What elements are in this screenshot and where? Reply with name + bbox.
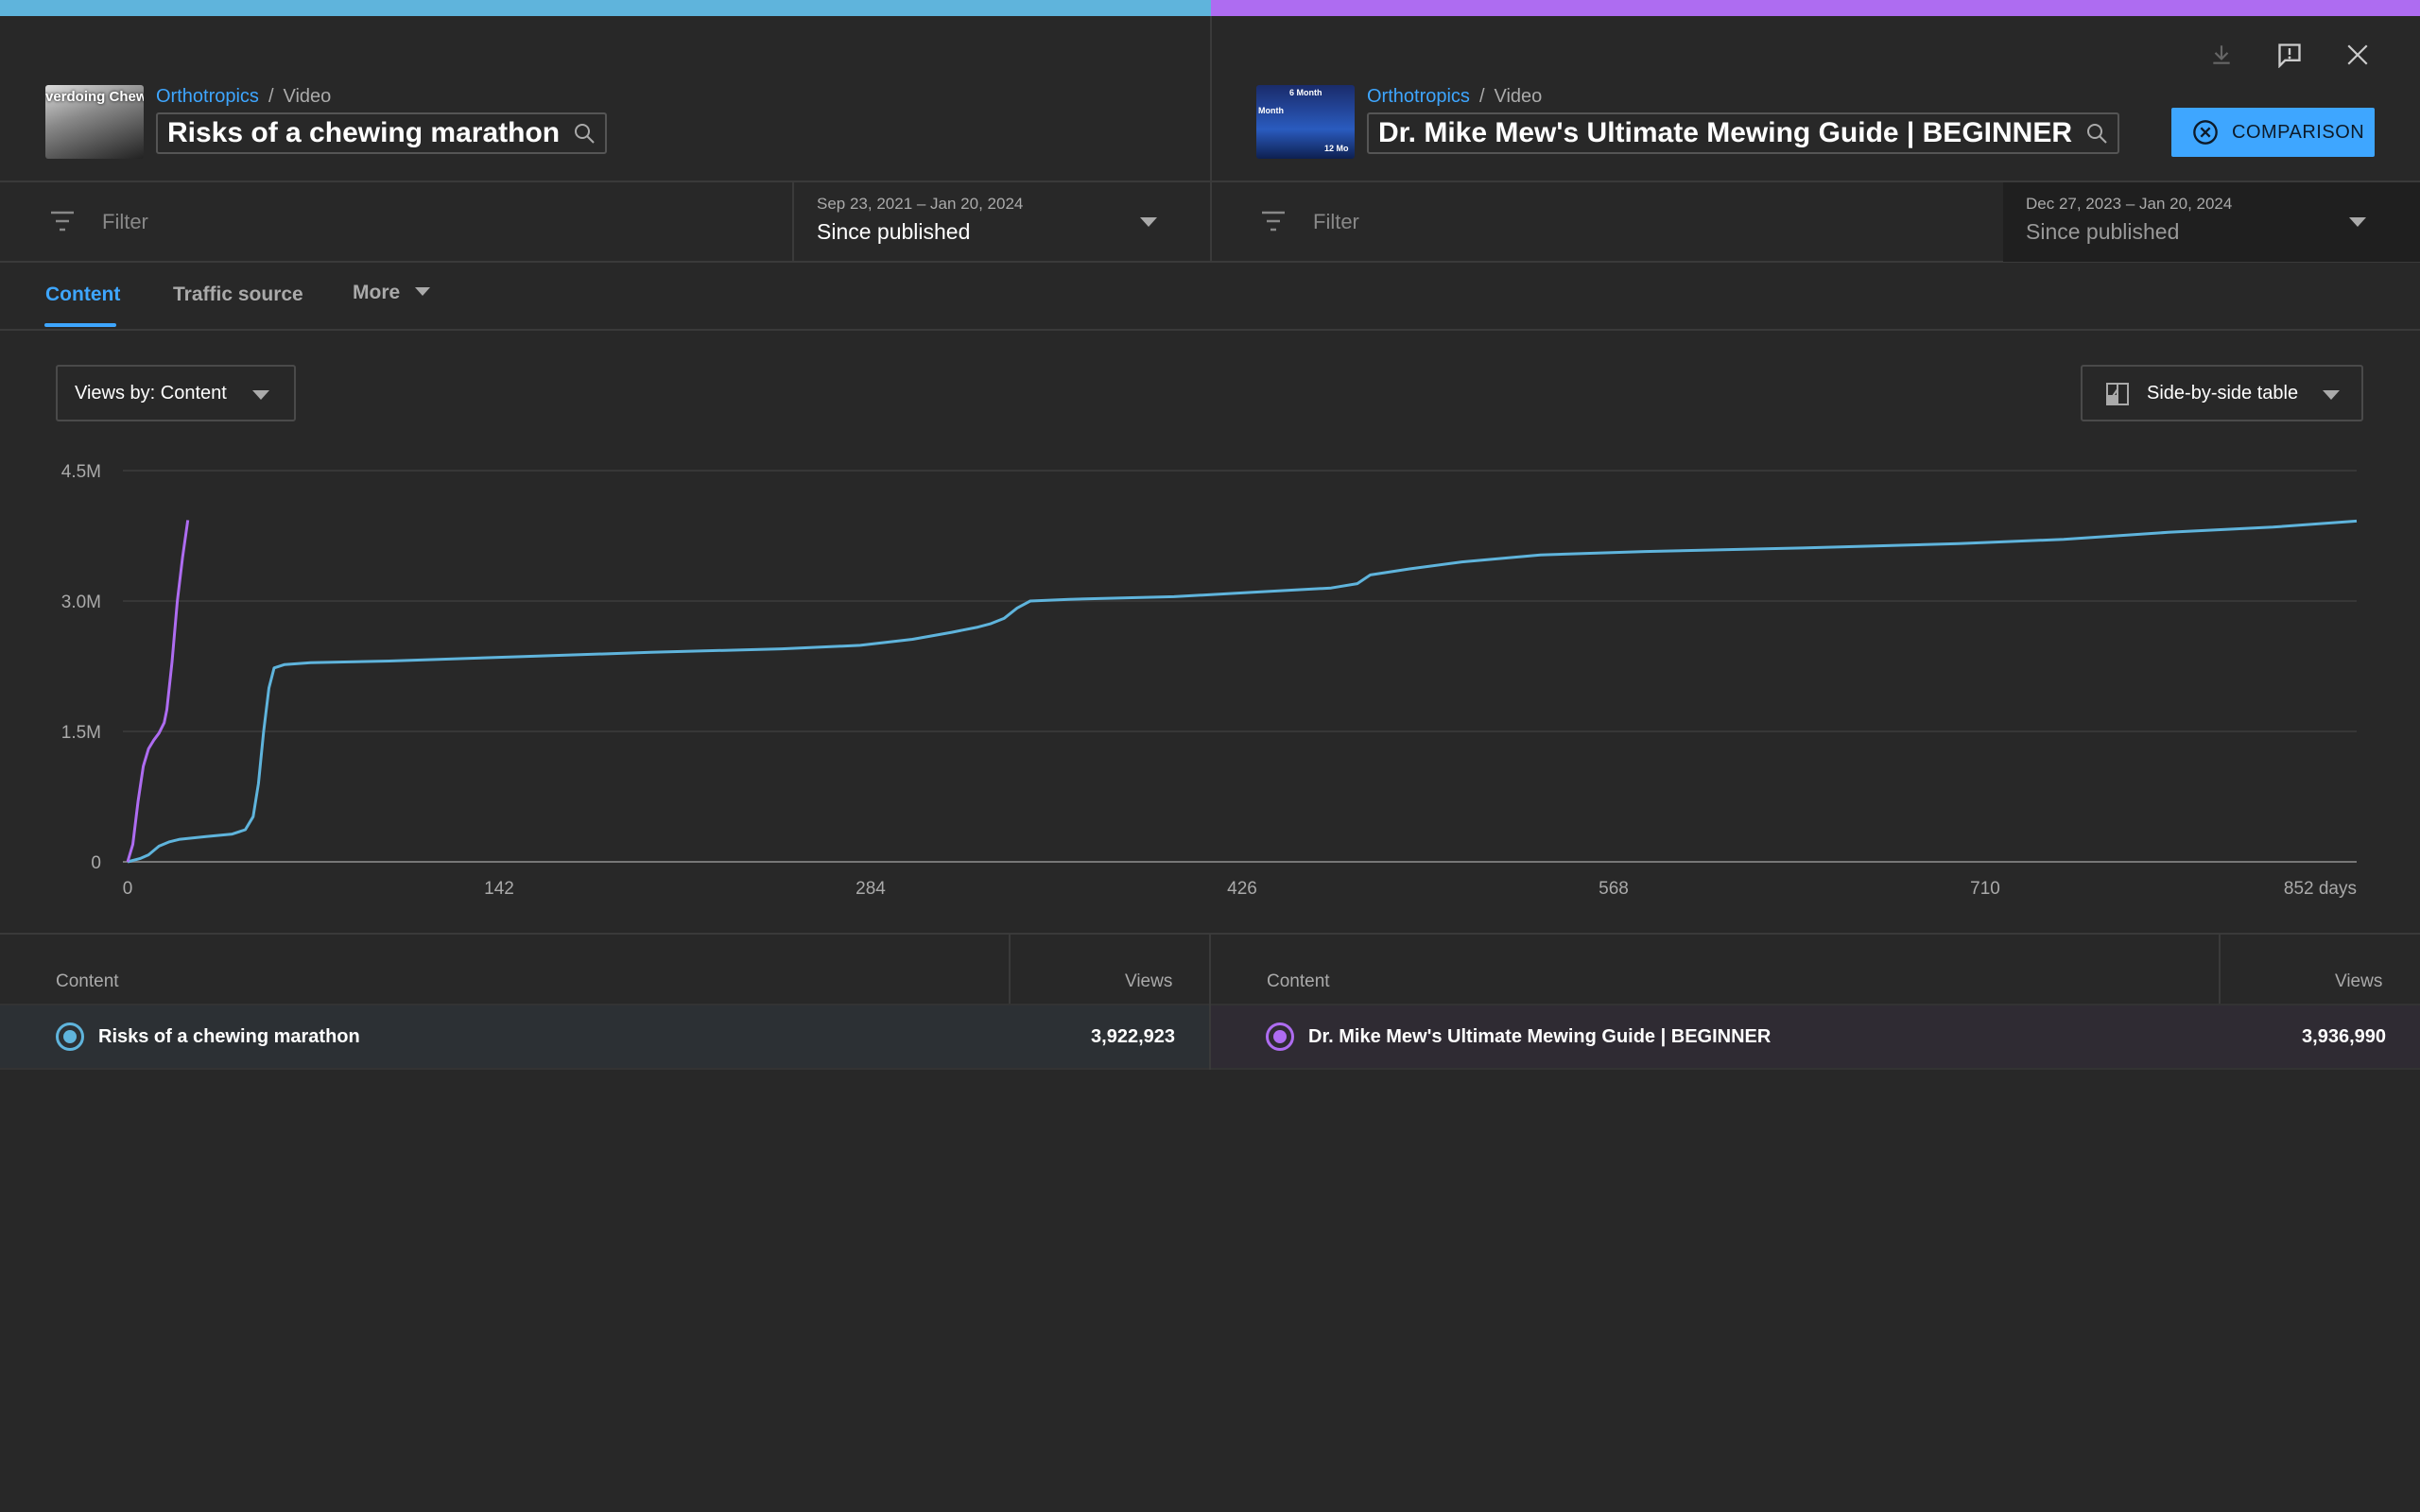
divider	[0, 329, 2420, 331]
divider	[0, 180, 2420, 182]
right-filter-input[interactable]: Filter	[1313, 210, 1359, 233]
left-accent-bar	[0, 0, 1211, 16]
search-icon	[575, 124, 595, 144]
column-divider	[2219, 934, 2221, 1070]
left-filter-input[interactable]: Filter	[102, 210, 148, 233]
thumbnail-text: 6 Month	[1289, 88, 1322, 97]
views-by-label: Views by: Content	[75, 382, 227, 404]
column-header-views[interactable]: Views	[2335, 971, 2383, 991]
right-breadcrumb: Orthotropics / Video	[1367, 86, 1543, 107]
filter-icon	[51, 211, 74, 232]
download-icon	[2213, 45, 2230, 64]
download-button[interactable]	[2201, 34, 2242, 76]
tab-bar: Content Traffic source More	[0, 265, 2420, 329]
chevron-down-icon	[2323, 390, 2340, 400]
content-type: Video	[283, 86, 332, 107]
table-row[interactable]: Risks of a chewing marathon 3,922,923	[0, 1004, 1209, 1070]
y-tick-label: 1.5M	[61, 723, 101, 743]
row-views: 3,922,923	[1091, 1026, 1175, 1047]
tab-content[interactable]: Content	[45, 284, 121, 305]
x-tick-label: 710	[1970, 879, 2000, 898]
feedback-icon	[2278, 43, 2301, 68]
series-radio[interactable]	[1266, 1022, 1294, 1051]
search-icon	[2087, 124, 2107, 144]
period: Since published	[817, 219, 971, 244]
right-title-selector[interactable]: Dr. Mike Mew's Ultimate Mewing Guide | B…	[1367, 112, 2119, 154]
side-by-side-icon	[2106, 383, 2129, 405]
chevron-down-icon	[1140, 217, 1157, 227]
right-date-range-picker[interactable]: Dec 27, 2023 – Jan 20, 2024 Since publis…	[2003, 182, 2420, 262]
thumbnail-text: verdoing Chewin	[45, 89, 144, 105]
left-video-title: Risks of a chewing marathon	[167, 117, 561, 148]
comparison-label: COMPARISON	[2232, 121, 2365, 143]
left-date-range-picker[interactable]: Sep 23, 2021 – Jan 20, 2024 Since publis…	[792, 182, 1210, 262]
filter-icon	[1262, 211, 1285, 232]
close-circle-icon	[2193, 120, 2218, 145]
channel-link[interactable]: Orthotropics	[156, 86, 259, 107]
x-tick-label: 568	[1599, 879, 1629, 898]
color-bar	[0, 0, 2420, 16]
column-header-content[interactable]: Content	[1267, 971, 1330, 991]
period: Since published	[2026, 219, 2180, 244]
right-accent-bar	[1211, 0, 2420, 16]
tab-traffic-source[interactable]: Traffic source	[173, 284, 303, 305]
tab-indicator	[44, 323, 116, 327]
series-line-2	[126, 520, 190, 863]
x-tick-label: 0	[123, 879, 133, 898]
close-button[interactable]	[2337, 34, 2378, 76]
tab-more-label: More	[353, 282, 401, 303]
series-radio[interactable]	[56, 1022, 84, 1051]
chevron-down-icon	[415, 287, 431, 296]
content-type: Video	[1494, 86, 1543, 107]
table-row[interactable]: Dr. Mike Mew's Ultimate Mewing Guide | B…	[1211, 1004, 2420, 1070]
panel-divider	[1210, 16, 1212, 262]
chevron-down-icon	[2349, 217, 2366, 227]
table-mode-label: Side-by-side table	[2147, 382, 2299, 404]
series-line-1	[127, 519, 2358, 864]
y-tick-label: 4.5M	[61, 462, 101, 482]
x-tick-label: 142	[484, 879, 514, 898]
x-tick-label: 426	[1227, 879, 1257, 898]
y-tick-label: 3.0M	[61, 593, 101, 612]
panel-divider	[1209, 934, 1211, 1070]
table-mode-dropdown[interactable]: Side-by-side table	[2081, 365, 2363, 421]
feedback-button[interactable]	[2269, 34, 2310, 76]
thumbnail-text: Month	[1258, 106, 1284, 115]
chevron-down-icon	[252, 390, 269, 400]
column-header-views[interactable]: Views	[1125, 971, 1173, 991]
date-range: Sep 23, 2021 – Jan 20, 2024	[817, 195, 1024, 213]
row-title: Risks of a chewing marathon	[98, 1026, 360, 1047]
left-breadcrumb: Orthotropics / Video	[156, 86, 332, 107]
views-line-chart: 0 1.5M 3.0M 4.5M 0 142 284 426 568 710 852 days	[61, 462, 2358, 898]
divider	[0, 261, 2420, 263]
right-video-thumbnail: 6 Month Month 12 Mo	[1256, 85, 1355, 159]
column-divider	[1009, 934, 1011, 1070]
tab-more[interactable]: More	[353, 282, 431, 304]
left-video-thumbnail: verdoing Chewin	[45, 85, 144, 159]
row-views: 3,936,990	[2302, 1026, 2386, 1047]
channel-link[interactable]: Orthotropics	[1367, 86, 1470, 107]
comparison-button[interactable]: COMPARISON	[2171, 108, 2375, 157]
thumbnail-text: 12 Mo	[1324, 144, 1349, 153]
views-by-dropdown[interactable]: Views by: Content	[56, 365, 296, 421]
x-tick-label: 852 days	[2284, 879, 2357, 898]
close-icon	[2347, 44, 2368, 65]
row-title: Dr. Mike Mew's Ultimate Mewing Guide | B…	[1308, 1026, 1772, 1047]
right-video-title: Dr. Mike Mew's Ultimate Mewing Guide | B…	[1378, 117, 2072, 148]
date-range: Dec 27, 2023 – Jan 20, 2024	[2026, 195, 2233, 213]
x-tick-label: 284	[856, 879, 886, 898]
y-tick-label: 0	[91, 853, 101, 873]
column-header-content[interactable]: Content	[56, 971, 119, 991]
left-title-selector[interactable]: Risks of a chewing marathon	[156, 112, 608, 154]
